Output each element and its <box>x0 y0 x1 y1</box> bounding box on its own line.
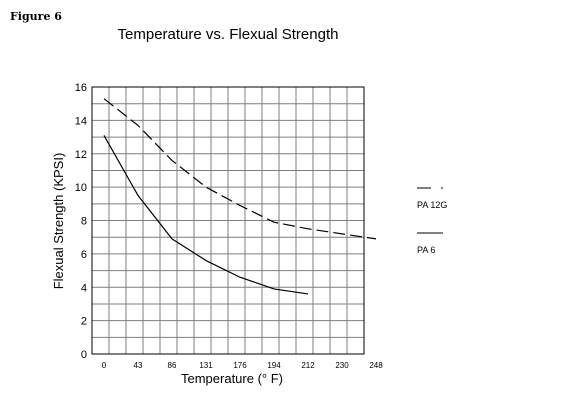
y-axis-label: Flexual Strength (KPSI) <box>51 153 66 290</box>
chart-series <box>103 98 377 295</box>
x-tick-label: 194 <box>267 361 281 370</box>
y-tick-label: 6 <box>81 249 87 261</box>
x-tick-label: 212 <box>301 361 315 370</box>
y-tick-label: 16 <box>75 82 87 94</box>
x-tick-label: 86 <box>168 361 177 370</box>
legend-label: PA 12G <box>417 200 447 210</box>
chart-grid <box>91 86 365 355</box>
y-tick-label: 10 <box>75 182 87 194</box>
x-tick-label: 131 <box>199 361 213 370</box>
y-tick-label: 0 <box>81 349 87 361</box>
plot-frame <box>91 86 365 355</box>
x-tick-label: 0 <box>102 361 107 370</box>
figure-label: Figure 6 <box>10 10 62 23</box>
y-tick-label: 8 <box>81 216 87 228</box>
chart-legend: PA 12G PA 6 <box>417 187 447 255</box>
y-axis-ticks: 0 2 4 6 8 10 12 14 16 <box>75 82 87 361</box>
y-tick-label: 14 <box>75 115 87 127</box>
legend-label: PA 6 <box>417 245 435 255</box>
chart-title: Temperature vs. Flexual Strength <box>118 26 339 43</box>
series-line-pa-12g <box>103 98 377 240</box>
x-tick-label: 176 <box>233 361 247 370</box>
series-line-pa-6 <box>103 135 309 295</box>
x-tick-label: 248 <box>369 361 383 370</box>
x-tick-label: 230 <box>335 361 349 370</box>
x-tick-label: 43 <box>134 361 143 370</box>
x-axis-ticks: 0 43 86 131 176 194 212 230 248 <box>102 361 383 370</box>
y-tick-label: 4 <box>81 282 87 294</box>
x-axis-label: Temperature (° F) <box>181 371 283 386</box>
y-tick-label: 2 <box>81 316 87 328</box>
y-tick-label: 12 <box>75 149 87 161</box>
